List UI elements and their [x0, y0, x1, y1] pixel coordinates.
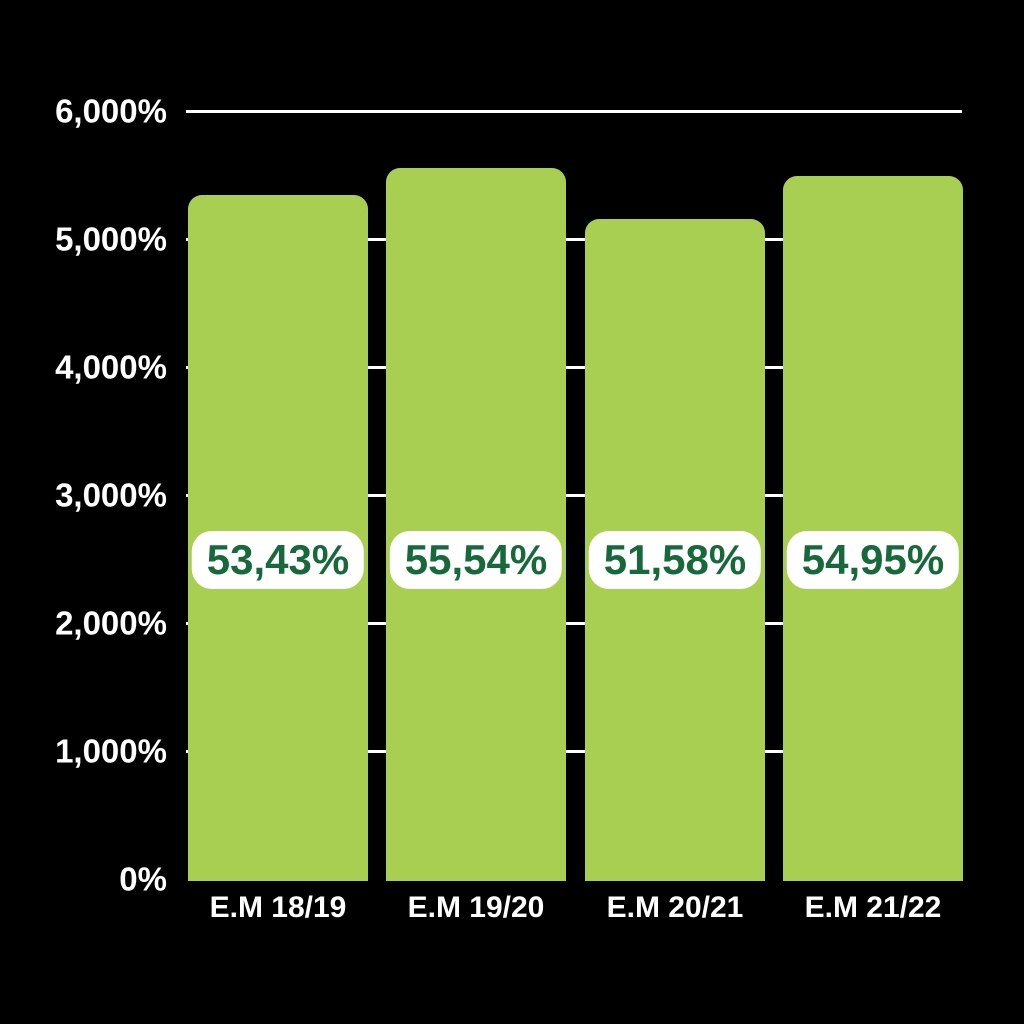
data-label-pill: 51,58% — [588, 531, 762, 589]
y-axis-tick-label: 6,000% — [55, 92, 167, 130]
x-axis-tick-label: E.M 19/20 — [407, 891, 545, 924]
data-label-pill: 54,95% — [786, 531, 960, 589]
y-axis-tick-label: 4,000% — [55, 348, 167, 386]
gridline — [186, 110, 962, 113]
gridline — [186, 750, 962, 753]
y-axis-tick-label: 5,000% — [55, 220, 167, 258]
gridline — [186, 238, 962, 241]
bar — [783, 176, 963, 881]
y-axis-tick-label: 1,000% — [55, 732, 167, 770]
x-axis-tick-label: E.M 18/19 — [209, 891, 347, 924]
x-axis-tick-label: E.M 21/22 — [804, 891, 942, 924]
data-label-pill: 53,43% — [191, 531, 365, 589]
gridline — [186, 494, 962, 497]
x-axis-tick-label: E.M 20/21 — [606, 891, 744, 924]
data-label-pill: 55,54% — [389, 531, 563, 589]
bar — [386, 168, 566, 881]
y-axis-tick-label: 2,000% — [55, 604, 167, 642]
gridline — [186, 622, 962, 625]
y-axis-tick-label: 0% — [119, 860, 167, 898]
y-axis-tick-label: 3,000% — [55, 476, 167, 514]
gridline — [186, 366, 962, 369]
